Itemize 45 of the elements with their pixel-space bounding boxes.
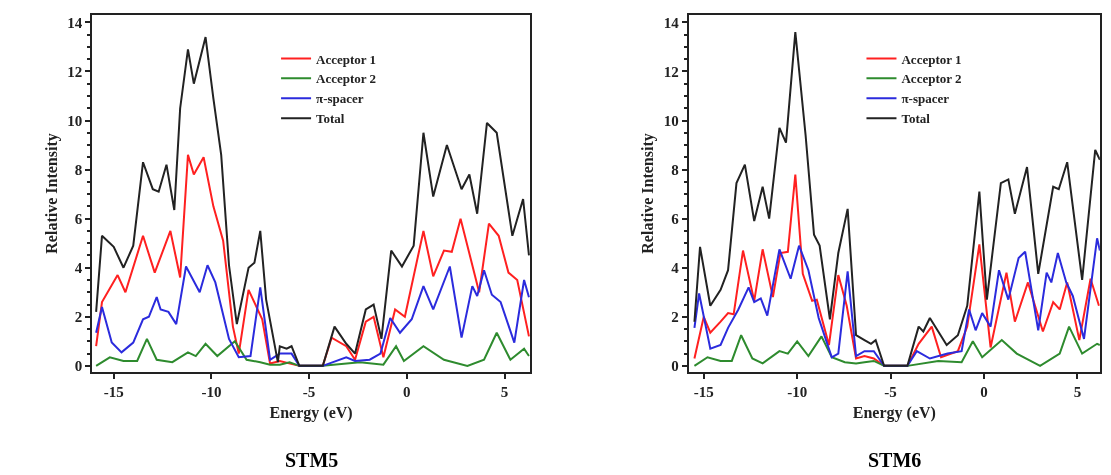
- line-series: [693, 237, 1100, 367]
- legend-label: Acceptor 1: [901, 51, 962, 67]
- text: STM5: [285, 449, 339, 471]
- line-series: [95, 331, 530, 367]
- x-tick-label: 0: [980, 384, 988, 400]
- line-series: [95, 264, 530, 367]
- x-tick-label: -15: [103, 384, 124, 400]
- x-tick-label: -5: [884, 384, 897, 400]
- y-tick-label: 6: [74, 210, 83, 227]
- y-tick-label: 4: [671, 259, 680, 276]
- x-tick-label: -10: [201, 384, 222, 400]
- y-tick-label: 4: [74, 259, 83, 276]
- y-tick-label: 12: [67, 63, 83, 80]
- y-tick-label: 2: [671, 309, 679, 326]
- y-tick-label: 12: [663, 63, 679, 80]
- x-tick-label: -5: [302, 384, 316, 400]
- y-tick-label: 2: [74, 309, 83, 326]
- legend-label: Acceptor 1: [316, 51, 377, 67]
- x-tick-label: -15: [693, 384, 714, 400]
- y-axis-title: Relative Intensity: [639, 133, 658, 254]
- y-tick-label: 14: [663, 14, 680, 31]
- y-tick-label: 14: [67, 14, 83, 31]
- legend-label: Total: [901, 111, 931, 127]
- text: STM6: [868, 449, 922, 471]
- x-axis-title: Energy (eV): [852, 404, 936, 423]
- y-axis-title: Relative Intensity: [42, 133, 61, 254]
- x-axis-title: Energy (eV): [269, 404, 353, 423]
- x-tick-label: 5: [500, 384, 509, 400]
- legend-label: π-spacer: [316, 91, 364, 107]
- x-tick-label: -10: [787, 384, 808, 400]
- line-series: [95, 153, 530, 367]
- y-tick-label: 10: [663, 112, 679, 129]
- x-tick-label: 5: [1073, 384, 1082, 400]
- y-tick-label: 6: [671, 210, 680, 227]
- legend-label: Acceptor 2: [316, 71, 377, 87]
- y-tick-label: 8: [74, 161, 83, 178]
- legend-label: π-spacer: [901, 91, 950, 107]
- y-tick-label: 0: [74, 358, 83, 375]
- legend-label: Total: [316, 111, 345, 127]
- y-tick-label: 10: [67, 112, 83, 129]
- line-series: [693, 325, 1100, 367]
- y-tick-label: 8: [671, 161, 679, 178]
- x-tick-label: 0: [403, 384, 411, 400]
- legend-label: Acceptor 2: [901, 71, 962, 87]
- y-tick-label: 0: [671, 358, 679, 375]
